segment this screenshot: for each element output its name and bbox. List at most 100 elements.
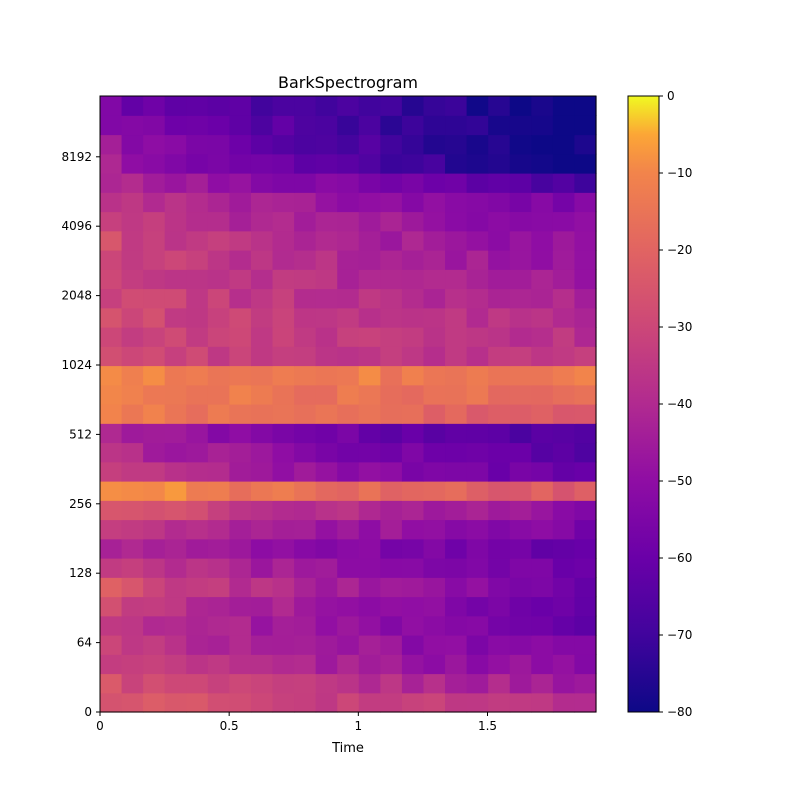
heatmap-cell: [121, 288, 144, 309]
heatmap-cell: [552, 288, 576, 309]
heatmap-cell: [229, 558, 252, 578]
heatmap-cell: [229, 500, 252, 521]
heatmap-cell: [552, 404, 576, 424]
heatmap-cell: [207, 384, 230, 405]
heatmap-cell: [207, 153, 230, 174]
heatmap-cell: [509, 365, 532, 386]
heatmap-cell: [574, 481, 597, 501]
heatmap-cell: [250, 673, 274, 694]
heatmap-cell: [401, 365, 425, 386]
heatmap-cell: [272, 692, 295, 713]
heatmap-cell: [100, 346, 123, 367]
x-axis: 0 0.5 1 1.5: [96, 712, 497, 733]
heatmap-cell: [250, 153, 274, 174]
heatmap-cell: [207, 673, 230, 694]
heatmap-cell: [466, 500, 489, 521]
heatmap-cell: [164, 211, 187, 232]
heatmap-cell: [272, 538, 295, 559]
heatmap-cell: [445, 442, 468, 463]
heatmap-cell: [466, 577, 489, 598]
heatmap-cell: [531, 673, 554, 694]
heatmap-cell: [531, 692, 554, 713]
heatmap-cell: [337, 327, 360, 347]
heatmap-cell: [207, 481, 230, 501]
heatmap-cell: [164, 384, 187, 405]
heatmap-cell: [250, 115, 274, 136]
heatmap-cell: [466, 673, 489, 694]
heatmap-cell: [423, 404, 446, 424]
heatmap-cell: [509, 153, 532, 174]
heatmap-cell: [531, 250, 554, 270]
heatmap-cell: [401, 481, 425, 501]
heatmap-cell: [380, 596, 403, 617]
heatmap-cell: [294, 346, 317, 367]
colorbar-tick-label: −80: [667, 705, 692, 719]
heatmap-cell: [445, 577, 468, 598]
heatmap-cell: [164, 538, 187, 559]
heatmap-cell: [445, 596, 468, 617]
heatmap-cell: [509, 384, 532, 405]
heatmap-cell: [509, 423, 532, 444]
heatmap-cell: [121, 365, 144, 386]
heatmap-cell: [337, 673, 360, 694]
heatmap-cell: [250, 500, 274, 521]
x-axis-label: Time: [331, 741, 364, 756]
heatmap-cell: [337, 384, 360, 405]
heatmap-cell: [401, 134, 425, 155]
heatmap-cell: [380, 423, 403, 444]
heatmap-cell: [423, 153, 446, 174]
heatmap-cell: [229, 211, 252, 232]
heatmap-cell: [121, 96, 144, 116]
heatmap-cell: [229, 577, 252, 598]
heatmap-cell: [423, 288, 446, 309]
heatmap-cell: [401, 635, 425, 655]
heatmap-cell: [272, 673, 295, 694]
heatmap-cell: [401, 250, 425, 270]
heatmap-cell: [574, 442, 597, 463]
heatmap-cell: [186, 481, 209, 501]
heatmap-cell: [531, 500, 554, 521]
heatmap-cell: [574, 635, 597, 655]
heatmap-cell: [445, 635, 468, 655]
heatmap-cell: [445, 153, 468, 174]
heatmap-cell: [164, 404, 187, 424]
heatmap-cell: [143, 307, 166, 328]
heatmap-cell: [294, 384, 317, 405]
heatmap-cell: [337, 192, 360, 213]
heatmap-cell: [207, 173, 230, 193]
heatmap-cell: [143, 327, 166, 347]
heatmap-cell: [423, 250, 446, 270]
heatmap-cell: [294, 519, 317, 540]
colorbar-axis: 0 −10 −20 −30 −40 −50 −60 −70 −80: [659, 89, 692, 719]
heatmap-cell: [315, 211, 338, 232]
heatmap-cell: [423, 307, 446, 328]
heatmap-cell: [100, 538, 123, 559]
heatmap-cell: [164, 230, 187, 251]
heatmap-cell: [337, 500, 360, 521]
heatmap-cell: [143, 230, 166, 251]
heatmap-cell: [466, 481, 489, 501]
heatmap-cell: [164, 558, 187, 578]
heatmap-cell: [445, 423, 468, 444]
heatmap-cell: [531, 230, 554, 251]
heatmap-cell: [164, 692, 187, 713]
colorbar-tick-label: 0: [667, 89, 675, 103]
heatmap-cell: [272, 250, 295, 270]
heatmap-cell: [272, 153, 295, 174]
heatmap-cell: [445, 384, 468, 405]
heatmap-cell: [509, 577, 532, 598]
heatmap-cell: [423, 423, 446, 444]
heatmap-cell: [207, 635, 230, 655]
heatmap-cell: [358, 577, 381, 598]
heatmap-cell: [488, 500, 511, 521]
heatmap-cell: [100, 96, 123, 116]
heatmap-cell: [207, 596, 230, 617]
heatmap-cell: [401, 230, 425, 251]
heatmap-cell: [531, 211, 554, 232]
heatmap-cell: [380, 250, 403, 270]
heatmap-cell: [531, 307, 554, 328]
heatmap-cell: [250, 538, 274, 559]
heatmap-cell: [401, 327, 425, 347]
heatmap-cell: [358, 192, 381, 213]
heatmap-cell: [100, 115, 123, 136]
